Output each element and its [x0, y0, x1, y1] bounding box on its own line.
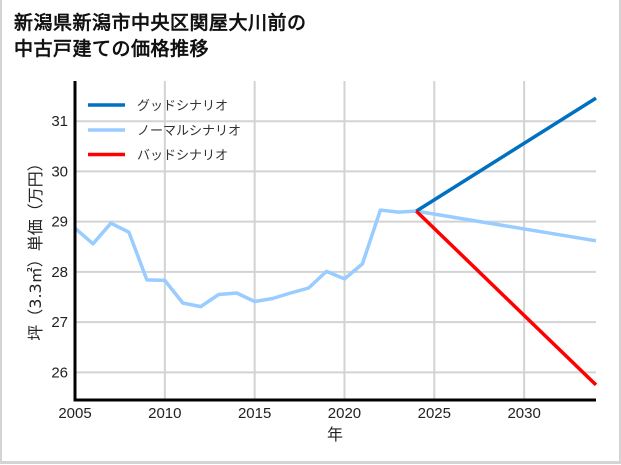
series-line: [415, 209, 598, 387]
y-tick-label: 27: [51, 314, 68, 331]
series-line: [73, 208, 597, 309]
legend-item: グッドシナリオ: [88, 99, 228, 114]
y-tick-label: 30: [51, 163, 68, 180]
y-axis-label: 坪（3.3㎡）単価（万円）: [26, 155, 45, 340]
x-tick-label: 2025: [418, 405, 451, 422]
x-axis-label: 年: [327, 425, 343, 444]
data-series: [73, 96, 598, 387]
legend-item: ノーマルシナリオ: [88, 124, 241, 139]
y-tick-label: 31: [51, 113, 68, 130]
legend-label: グッドシナリオ: [137, 99, 228, 114]
x-tick-label: 2030: [507, 405, 540, 422]
legend-item: バッドシナリオ: [88, 149, 228, 164]
chart-title-line1: 新潟県新潟市中央区関屋大川前の: [14, 12, 307, 34]
x-tick-label: 2015: [238, 405, 271, 422]
y-tick-label: 26: [51, 364, 68, 381]
legend-label: バッドシナリオ: [137, 149, 228, 164]
x-tick-label: 2020: [328, 405, 361, 422]
chart-title-line2: 中古戸建ての価格推移: [14, 38, 210, 60]
y-tick-labels: 26 27 28 29 30 31: [51, 113, 68, 381]
grid-lines: [74, 81, 596, 400]
x-tick-label: 2010: [148, 405, 181, 422]
legend-label: ノーマルシナリオ: [137, 124, 241, 139]
y-tick-label: 28: [51, 264, 68, 281]
series-line: [415, 96, 597, 213]
y-tick-label: 29: [51, 214, 68, 231]
axes: [73, 81, 596, 402]
x-tick-label: 2005: [58, 405, 91, 422]
chart-title: 新潟県新潟市中央区関屋大川前の 中古戸建ての価格推移: [14, 10, 307, 62]
x-tick-labels: 2005 2010 2015 2020 2025 2030: [58, 405, 541, 422]
